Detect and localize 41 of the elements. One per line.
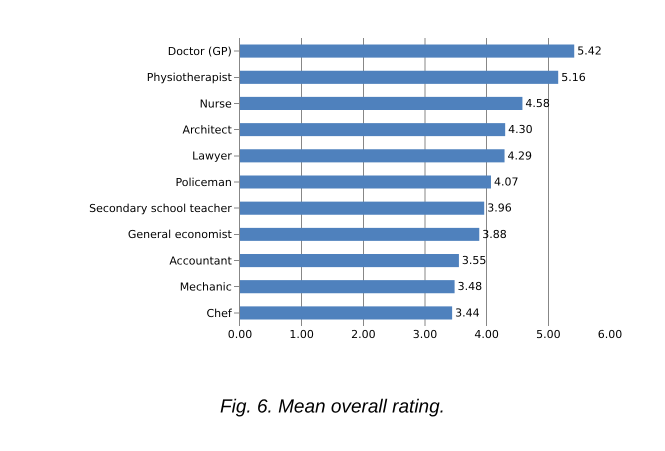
y-tick-label: Policeman: [175, 176, 232, 189]
y-tick-label: Physiotherapist: [146, 71, 232, 84]
bar: [240, 70, 558, 84]
y-tick-label: Nurse: [200, 97, 232, 110]
y-tick-label: General economist: [128, 228, 232, 242]
data-label: 3.44: [455, 306, 480, 320]
data-label: 3.48: [458, 280, 482, 294]
bar: [240, 44, 574, 58]
y-tick-label: Chef: [206, 306, 233, 320]
x-tick-label: 4.00: [474, 328, 499, 341]
bar: [240, 202, 484, 215]
x-tick-label: 6.00: [598, 328, 622, 341]
data-label: 5.16: [561, 70, 586, 84]
y-tick-label: Secondary school teacher: [89, 202, 232, 216]
data-label: 5.42: [577, 44, 602, 58]
x-tick-label: 1.00: [289, 328, 314, 341]
bar: [240, 149, 505, 162]
x-tick-label: 5.00: [536, 328, 561, 341]
bar: [240, 96, 522, 110]
data-label: 3.88: [482, 228, 507, 241]
data-label: 4.29: [508, 149, 532, 162]
bar: [240, 175, 491, 189]
bar: [240, 123, 506, 136]
y-tick-label: Mechanic: [180, 280, 232, 294]
y-tick-label: Lawyer: [192, 150, 232, 163]
y-tick-label: Accountant: [169, 254, 232, 268]
x-tick-label: 2.00: [351, 328, 376, 341]
data-label: 4.58: [525, 96, 550, 110]
data-label: 4.07: [494, 176, 518, 188]
y-tick-label: Architect: [182, 123, 232, 136]
data-label: 4.30: [508, 123, 533, 136]
bar: [240, 254, 459, 268]
bar: [240, 306, 452, 320]
data-label: 3.96: [487, 202, 512, 215]
bar: [240, 228, 480, 241]
x-tick-label: 3.00: [412, 328, 438, 341]
text: Fig. 6. Mean overall rating.: [220, 396, 445, 418]
bar: [240, 280, 455, 294]
data-label: 3.55: [462, 254, 486, 268]
x-tick-label: 0.00: [228, 328, 252, 341]
y-tick-label: Doctor (GP): [168, 44, 232, 58]
